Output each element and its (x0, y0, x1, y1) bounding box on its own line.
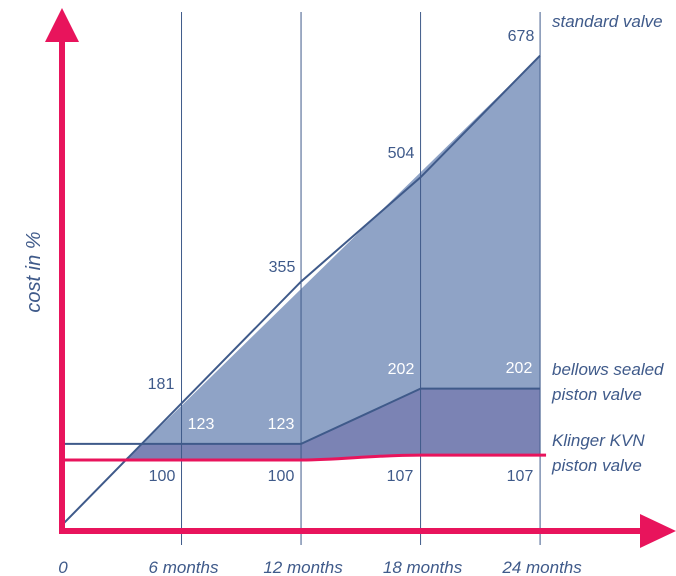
y-axis-label: cost in % (23, 231, 45, 312)
klinger-kvn-name: piston valve (551, 456, 642, 475)
bellows-valve-area (125, 388, 541, 461)
bellows-value-label: 123 (268, 416, 295, 433)
klinger-value-label: 100 (149, 468, 176, 485)
x-tick-label: 6 months (149, 558, 219, 576)
standard-valve-name: standard valve (552, 12, 663, 31)
klinger-value-label: 107 (387, 468, 414, 485)
klinger-value-label: 100 (268, 468, 295, 485)
bellows-value-label: 123 (188, 416, 215, 433)
standard-value-label: 181 (148, 376, 175, 393)
x-tick-label: 12 months (263, 558, 343, 576)
standard-value-label: 504 (388, 145, 415, 162)
bellows-valve-line (62, 387, 541, 445)
bellows-valve-name: bellows sealed (552, 360, 664, 379)
axes (45, 8, 676, 548)
x-axis-arrow (640, 514, 676, 548)
bellows-value-label: 202 (388, 361, 415, 378)
series-lines (61, 54, 547, 526)
klinger-kvn-line (62, 453, 547, 462)
chart-labels: 0 6 months 12 months 18 months 24 months 181 3… (58, 12, 664, 576)
klinger-value-label: 107 (507, 468, 534, 485)
y-axis-arrow (45, 8, 79, 42)
standard-value-label: 678 (508, 28, 535, 45)
standard-valve-area (125, 55, 541, 461)
x-tick-label: 18 months (383, 558, 463, 576)
klinger-kvn-name: Klinger KVN (552, 431, 645, 450)
standard-value-label: 355 (269, 259, 296, 276)
bellows-value-label: 202 (506, 360, 533, 377)
area-fills (125, 55, 541, 461)
bellows-valve-name: piston valve (551, 385, 642, 404)
x-tick-label: 0 (58, 558, 68, 576)
x-tick-label: 24 months (501, 558, 582, 576)
